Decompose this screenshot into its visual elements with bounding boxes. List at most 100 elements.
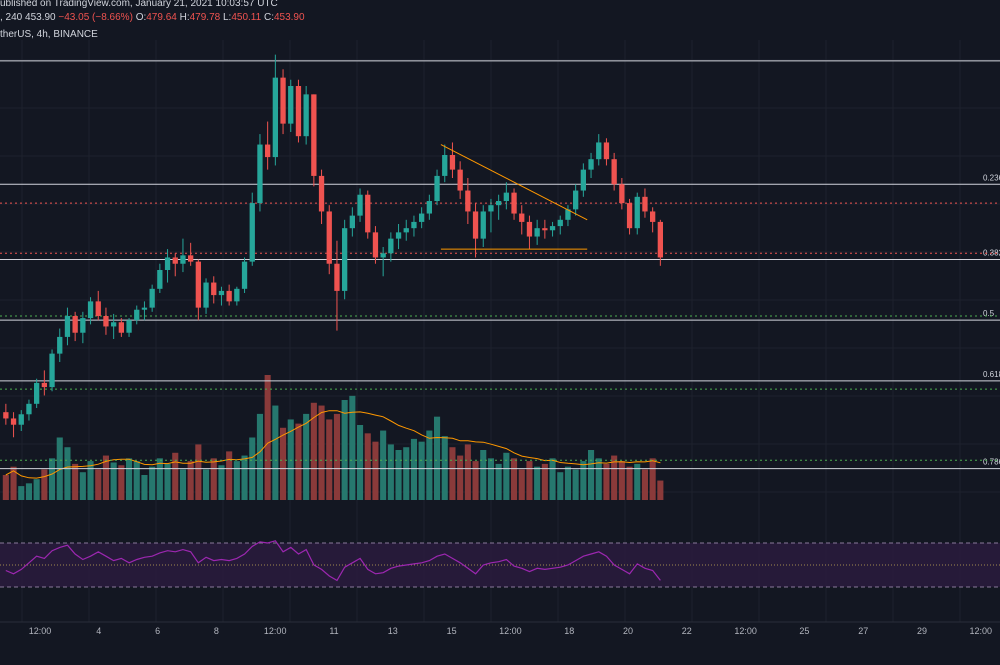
time-axis-tick-label: 12:00 (499, 626, 522, 636)
time-axis-tick-label: 4 (96, 626, 101, 636)
candle-body (311, 94, 317, 176)
volume-bar (387, 444, 394, 500)
candle-body (549, 226, 556, 231)
candle-body (542, 228, 548, 231)
candle-body (64, 316, 71, 337)
candle-body (496, 201, 502, 206)
volume-bar (403, 447, 410, 500)
candle-body (303, 94, 309, 137)
volume-bar (133, 461, 140, 500)
candle-body (218, 290, 225, 296)
volume-bar (395, 450, 402, 500)
candle-body (180, 255, 186, 264)
volume-bar (187, 461, 194, 500)
candle-body (18, 414, 24, 425)
volume-bar (310, 402, 317, 500)
candle-body (95, 301, 101, 316)
volume-bar (64, 447, 71, 500)
candle-body (634, 196, 640, 229)
volume-bar (118, 465, 125, 500)
time-axis-tick-label: 13 (388, 626, 398, 636)
candle-body (149, 288, 155, 308)
close-value: 453.90 (273, 12, 305, 23)
volume-bar (333, 413, 340, 500)
volume-bar (641, 469, 648, 500)
candle-body (34, 382, 40, 404)
volume-bar (580, 461, 587, 500)
volume-bar (326, 419, 333, 500)
candle-body (349, 215, 355, 229)
time-axis-tick-label: 8 (214, 626, 219, 636)
candle-body (457, 169, 463, 191)
candle-body (573, 190, 579, 210)
candle-body (388, 238, 394, 254)
candle-body (395, 232, 402, 239)
candle-body (203, 282, 209, 308)
volume-bar (626, 466, 633, 500)
candle-body (265, 144, 271, 158)
volume-bar (287, 419, 294, 500)
candle-body (126, 320, 132, 333)
volume-bar (303, 413, 310, 500)
candle-body (372, 232, 379, 258)
volume-bar (457, 455, 464, 500)
candle-body (3, 412, 9, 419)
time-axis-tick-label: 29 (917, 626, 927, 636)
volume-bar (634, 463, 641, 500)
volume-bar (564, 466, 571, 500)
volume-bar (102, 455, 109, 500)
candle-body (141, 307, 148, 310)
volume-bar (95, 469, 102, 500)
volume-bar (164, 463, 171, 500)
candle-body (111, 322, 117, 327)
candle-body (188, 255, 194, 262)
candle-body (511, 192, 517, 214)
candle-body (472, 211, 479, 239)
candle-body (118, 322, 124, 333)
candle-body (449, 155, 456, 170)
volume-bar (611, 455, 618, 500)
candle-body (403, 228, 409, 233)
candle-body (434, 175, 440, 201)
time-axis-tick-label: 12:00 (734, 626, 757, 636)
candle-body (442, 155, 448, 176)
volume-bar (87, 461, 94, 500)
volume-bar (18, 486, 25, 500)
volume-bar (449, 447, 456, 500)
volume-bar (603, 463, 610, 500)
open-label: O: (135, 12, 147, 23)
candle-body (426, 201, 432, 214)
candle-body (257, 144, 263, 204)
volume-bar (203, 469, 210, 500)
volume-bar (33, 479, 40, 500)
candle-body (557, 219, 563, 227)
volume-bar (272, 405, 279, 500)
fib-level-label: 0.786 (983, 458, 1000, 467)
time-axis-tick-label: 22 (682, 626, 692, 636)
candle-body (172, 257, 178, 264)
time-axis-tick-label: 12:00 (264, 626, 287, 636)
candle-body (80, 318, 86, 333)
time-axis-tick-label: 11 (329, 626, 338, 636)
candle-body (488, 205, 494, 212)
candle-body (657, 221, 663, 258)
candle-body (342, 228, 348, 291)
candle-body (480, 211, 486, 239)
candle-body (157, 270, 163, 289)
volume-bar (233, 461, 240, 500)
candle-body (650, 211, 656, 222)
candle-body (611, 159, 617, 185)
candle-body (72, 316, 78, 333)
volume-bar (503, 452, 510, 500)
volume-bar (541, 463, 548, 500)
time-axis-tick-label: 20 (623, 626, 633, 636)
rsi-band (0, 543, 1000, 587)
volume-bar (495, 463, 502, 500)
fib-level-label: 0.5 (983, 309, 995, 318)
volume-bar (549, 458, 556, 500)
candle-body (642, 196, 648, 212)
low-label: L: (223, 12, 232, 23)
high-value: 479.78 (189, 12, 221, 23)
